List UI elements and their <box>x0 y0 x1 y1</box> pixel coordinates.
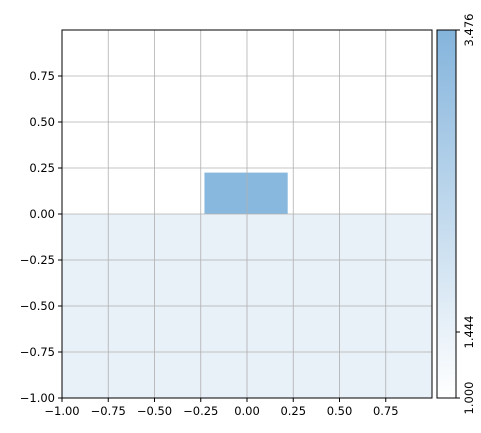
colorbar-tick-label-2: 3.476 <box>462 14 476 47</box>
x-tick-label-3: −0.25 <box>183 404 218 418</box>
y-tick-label-6: 0.50 <box>29 115 55 129</box>
x-tick-label-7: 0.75 <box>373 404 399 418</box>
y-tick-label-0: −1.00 <box>20 391 55 405</box>
x-tick-label-0: −1.00 <box>44 404 79 418</box>
x-tick-label-2: −0.50 <box>137 404 172 418</box>
y-tick-label-3: −0.25 <box>20 253 55 267</box>
x-tick-label-1: −0.75 <box>91 404 126 418</box>
y-tick-label-2: −0.50 <box>20 299 55 313</box>
y-tick-label-5: 0.25 <box>29 161 55 175</box>
heatmap-axes: −1.00 −0.75 −0.50 −0.25 0.00 0.25 0.50 0.75 −1.0… <box>20 29 433 418</box>
heatmap-cell-1 <box>204 172 288 214</box>
x-tick-label-4: 0.00 <box>234 404 260 418</box>
colorbar-frame <box>436 29 457 399</box>
colorbar-tick-label-1: 1.444 <box>462 316 476 349</box>
colorbar-gradient <box>437 30 456 398</box>
x-tick-label-5: 0.25 <box>280 404 306 418</box>
colorbar: 1.000 1.444 3.476 <box>436 14 476 415</box>
y-tick-label-1: −0.75 <box>20 345 55 359</box>
colorbar-tick-label-0: 1.000 <box>462 382 476 415</box>
y-tick-label-7: 0.75 <box>29 69 55 83</box>
y-tick-label-4: 0.00 <box>29 207 55 221</box>
x-tick-label-6: 0.50 <box>327 404 353 418</box>
